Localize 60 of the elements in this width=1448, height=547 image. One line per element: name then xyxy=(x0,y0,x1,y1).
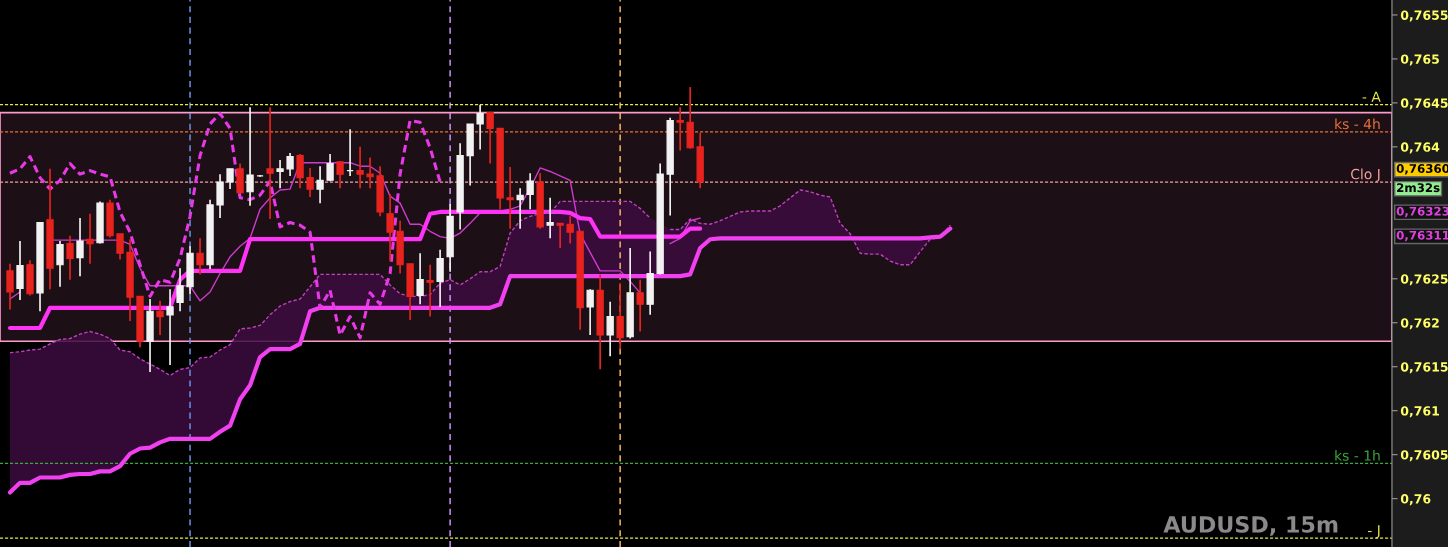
candlestick xyxy=(176,267,184,313)
candlestick xyxy=(16,240,24,301)
candlestick xyxy=(336,160,344,190)
y-tick-label: 0,76 xyxy=(1400,494,1431,506)
candlestick xyxy=(566,215,574,245)
y-tick-label: 0,7605 xyxy=(1400,450,1448,462)
candlestick xyxy=(586,288,594,336)
candlestick xyxy=(6,262,14,311)
candlestick xyxy=(416,252,424,306)
candlestick xyxy=(526,172,534,211)
candlestick xyxy=(326,153,334,182)
candlestick xyxy=(236,162,244,194)
candlestick xyxy=(266,106,274,220)
y-tick-label: 0,762 xyxy=(1400,318,1439,330)
text: AUDUSD, 15m xyxy=(1163,516,1338,536)
candlestick xyxy=(306,167,314,198)
candlestick xyxy=(606,300,614,358)
text: 2m32s xyxy=(1397,183,1440,193)
y-tick-label: 0,761 xyxy=(1400,406,1439,418)
y-tick-label: 0,7655 xyxy=(1400,10,1448,22)
candlestick xyxy=(276,159,284,190)
candlestick xyxy=(316,165,324,204)
candlestick xyxy=(196,237,204,276)
candlestick xyxy=(636,278,644,333)
candlestick xyxy=(156,299,164,336)
ref-line-label: Clo J xyxy=(1351,168,1380,182)
ref-line-label: - A xyxy=(1362,91,1381,102)
candlestick xyxy=(296,153,304,190)
candlestick xyxy=(86,212,94,265)
candlestick xyxy=(116,233,124,261)
y-tick-label: 0,7645 xyxy=(1400,98,1448,110)
candlestick xyxy=(76,217,84,277)
y-tick-label: 0,765 xyxy=(1400,54,1439,66)
y-tick-label: 0,7615 xyxy=(1400,362,1448,374)
candlestick xyxy=(426,263,434,318)
candlestick xyxy=(516,187,524,230)
ref-line-label: ks - 4h xyxy=(1335,118,1380,130)
candlestick xyxy=(616,282,624,350)
candlestick xyxy=(386,193,394,263)
candlestick xyxy=(166,288,174,366)
candlestick xyxy=(556,222,564,249)
candlestick xyxy=(286,152,294,177)
text: 0,76323 xyxy=(1396,206,1448,218)
candlestick xyxy=(506,166,514,230)
candlestick xyxy=(676,106,684,152)
candlestick xyxy=(246,106,254,207)
y-tick-label: 0,764 xyxy=(1400,142,1440,154)
candlestick xyxy=(66,234,74,281)
ref-line-label: ks - 1h xyxy=(1335,450,1380,461)
candlestick xyxy=(226,168,234,190)
candlestick xyxy=(476,103,484,151)
candlestick xyxy=(56,240,64,288)
candlestick xyxy=(216,173,224,219)
ref-line-label: - J xyxy=(1367,525,1380,539)
candlestick xyxy=(436,248,444,308)
candlestick xyxy=(356,146,364,190)
y-tick-label: 0,7625 xyxy=(1400,274,1448,286)
candlestick xyxy=(366,156,374,190)
candlestick xyxy=(546,197,554,240)
candlestick xyxy=(486,111,494,165)
